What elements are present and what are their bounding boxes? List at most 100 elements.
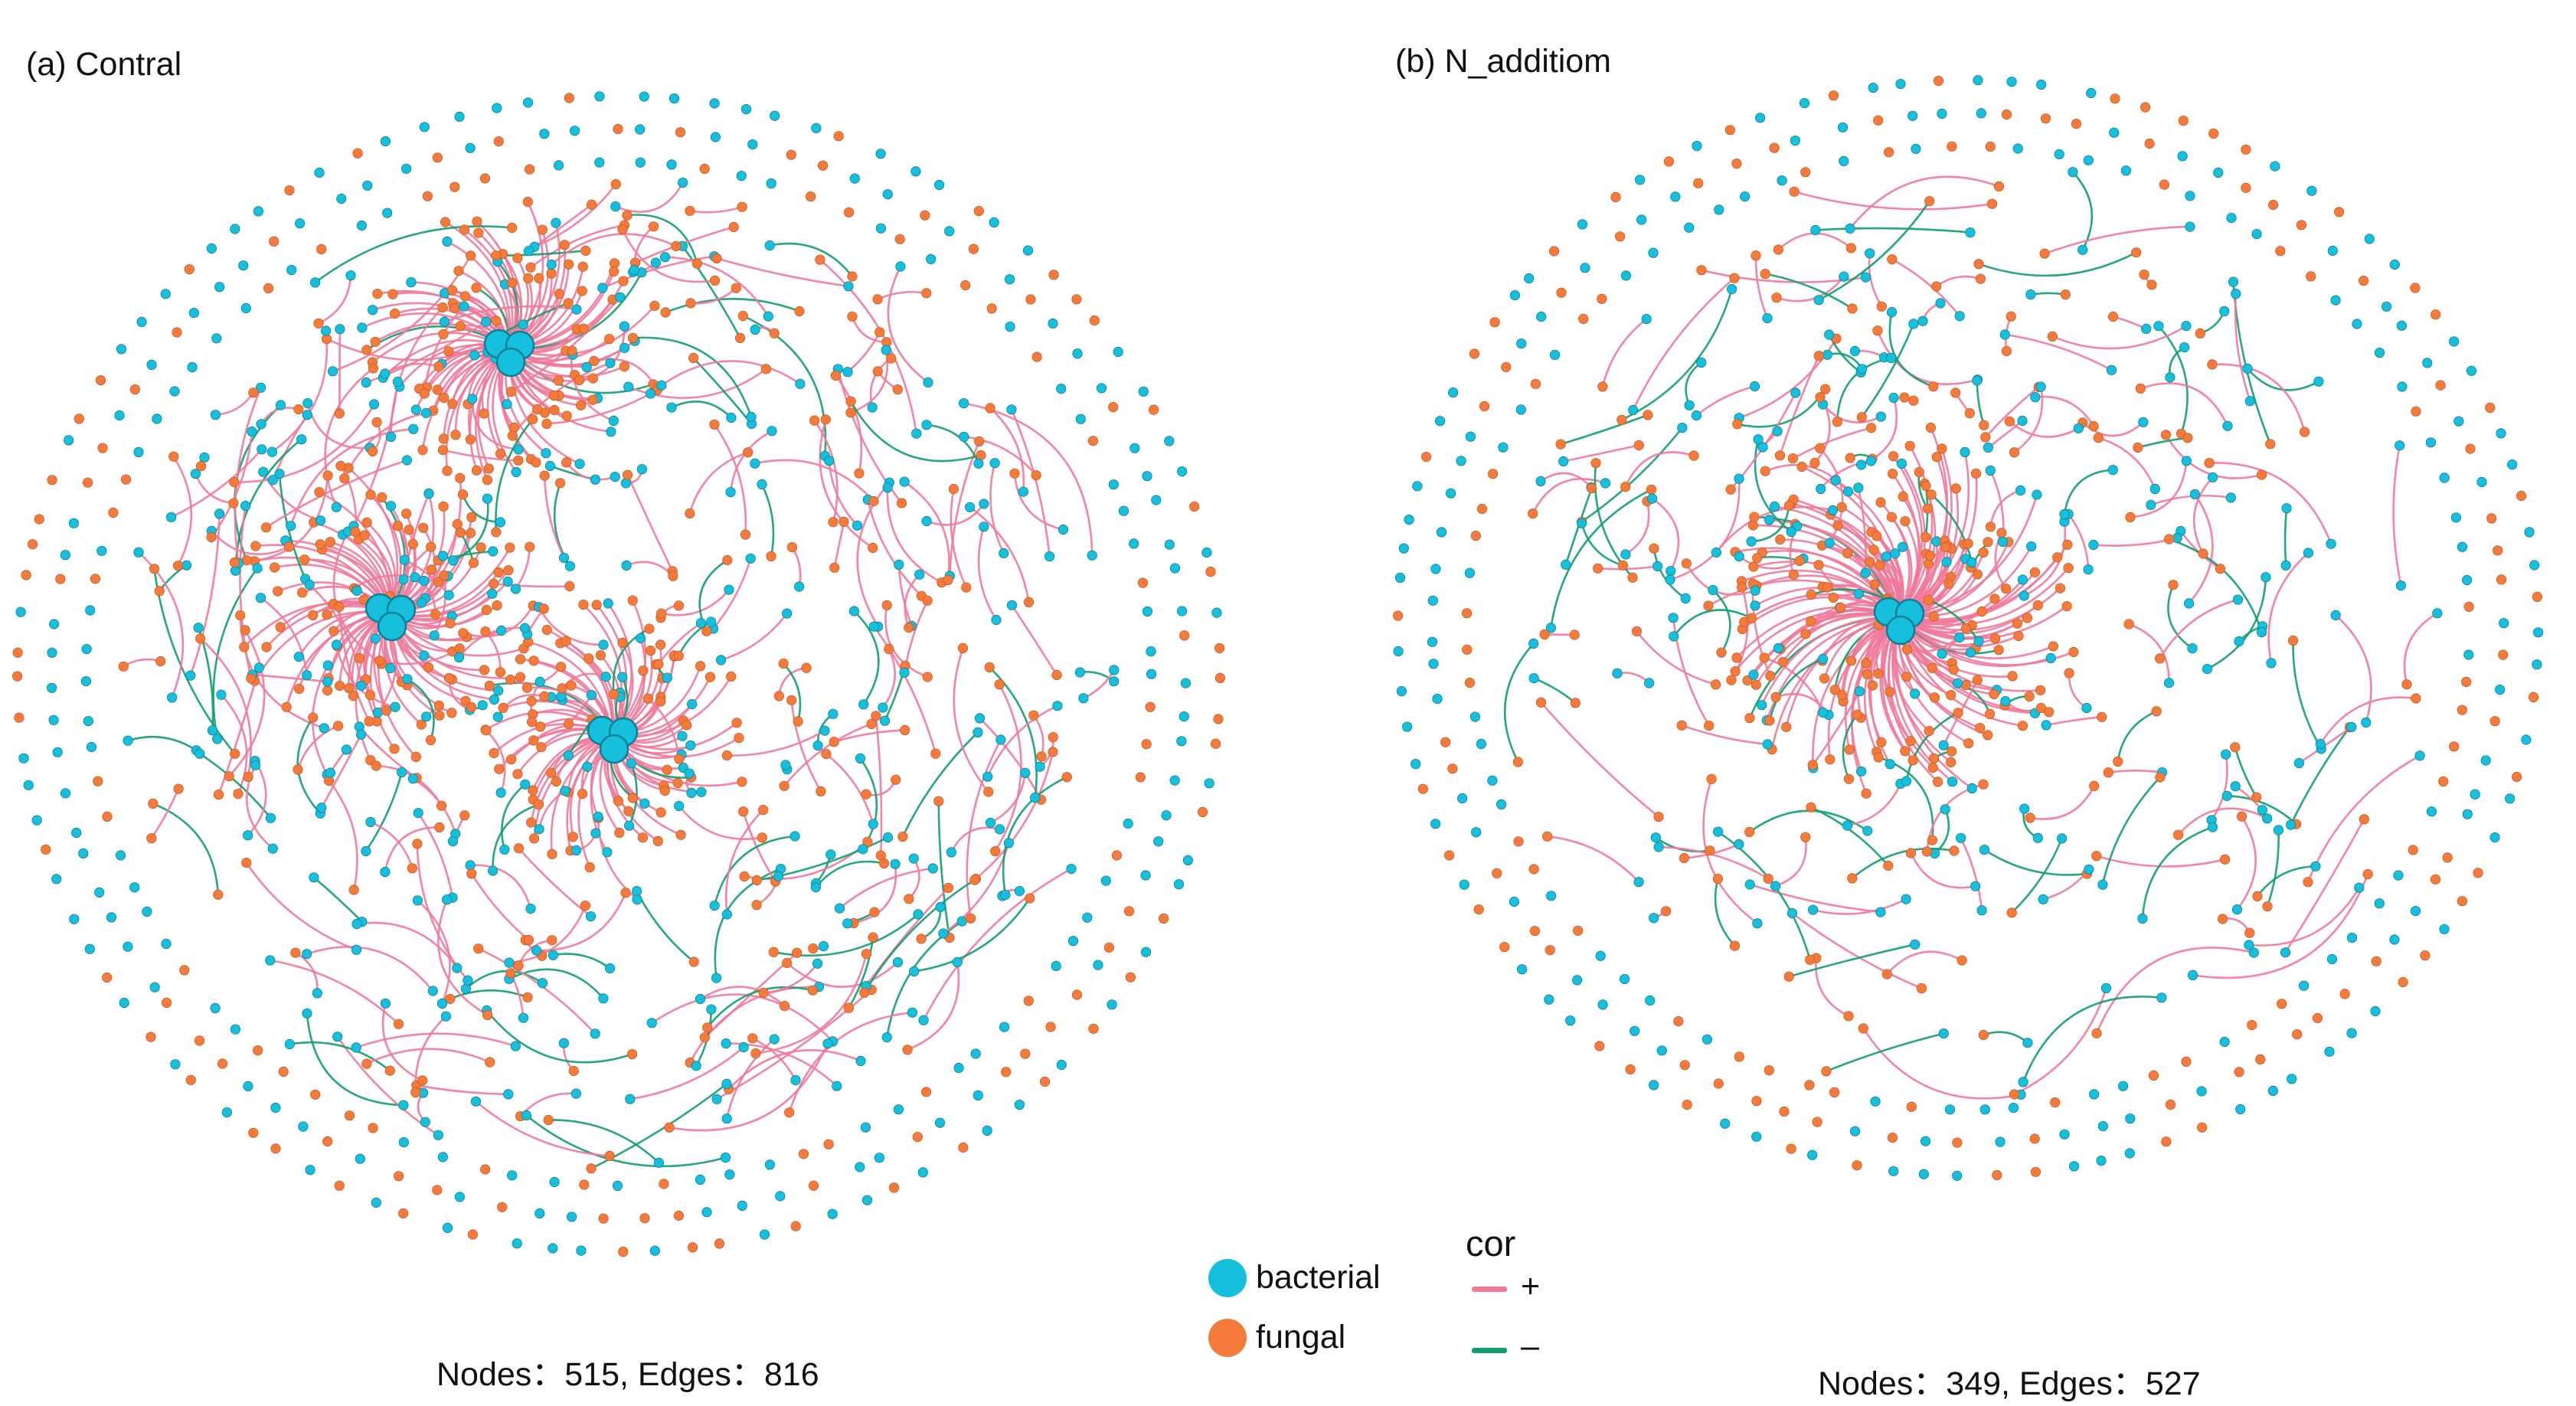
edge [2165,434,2262,479]
node [862,836,873,848]
edge [195,473,234,505]
node [1796,461,1807,472]
node [1724,125,1735,136]
node [402,674,413,685]
node [1875,560,1885,571]
edge [2335,614,2372,723]
node [1993,645,2004,656]
node [2057,833,2068,844]
node [989,217,999,227]
node [577,286,587,296]
node [1145,701,1156,712]
node [355,729,367,740]
node [1652,561,1663,572]
node [2000,695,2011,707]
edge [313,876,363,923]
node [1925,422,1936,433]
node [1985,465,1996,476]
edge [1960,837,1983,911]
node [2178,116,2189,126]
node [1849,1126,1861,1136]
node [133,547,144,557]
edge [364,772,403,852]
edge [950,489,967,588]
node [398,574,409,585]
node [441,894,453,905]
node [299,554,310,565]
edge [953,647,989,793]
node [1113,346,1123,358]
node [472,216,482,227]
node [620,478,632,489]
node [1056,383,1067,394]
edge [234,404,375,483]
node [943,574,953,586]
node [145,1032,156,1042]
node [1499,942,1510,953]
node [1876,301,1887,312]
node [445,993,456,1005]
node [290,947,301,958]
node [586,199,597,210]
node [1100,875,1111,886]
node [417,444,428,456]
node [623,806,634,816]
edge [783,723,872,787]
node [587,394,598,405]
node [427,986,438,996]
node [982,771,993,782]
node [2425,437,2436,448]
node [1005,321,1015,332]
edge [724,809,764,915]
node [454,643,465,654]
node [1005,274,1015,285]
edge [2193,476,2214,554]
node [1048,731,1058,743]
node [913,909,924,920]
edge [515,547,531,590]
edge [2169,538,2263,633]
node [2177,151,2188,162]
node [466,512,477,523]
edge [1801,466,1901,617]
node [1417,783,1428,794]
node [410,572,420,583]
node [453,266,464,276]
node [571,845,582,856]
edge [791,546,802,587]
node [1908,395,1919,406]
node [408,423,419,434]
node [662,672,672,683]
node [334,680,345,692]
node [243,1081,253,1092]
node [1812,1117,1822,1127]
edge [1560,414,1649,446]
node [2396,320,2407,331]
edge [926,423,980,464]
node [579,1179,590,1190]
node [407,538,419,550]
edge [926,503,985,526]
node [1953,678,1963,688]
node [327,366,338,377]
node [492,103,502,113]
node [1056,1059,1067,1071]
node [1925,550,1936,561]
node [811,123,822,133]
node [2009,447,2020,458]
node [557,683,567,694]
node [1886,352,1897,363]
node [1646,484,1657,495]
node [322,685,333,696]
node [738,1041,749,1053]
edge [2096,855,2225,868]
edge [335,644,396,708]
edge [239,505,253,679]
node [1509,289,1521,301]
node [1734,551,1744,562]
node [429,630,440,641]
node [479,408,489,419]
node [2312,1012,2323,1024]
node [229,476,240,488]
node [832,1081,842,1091]
